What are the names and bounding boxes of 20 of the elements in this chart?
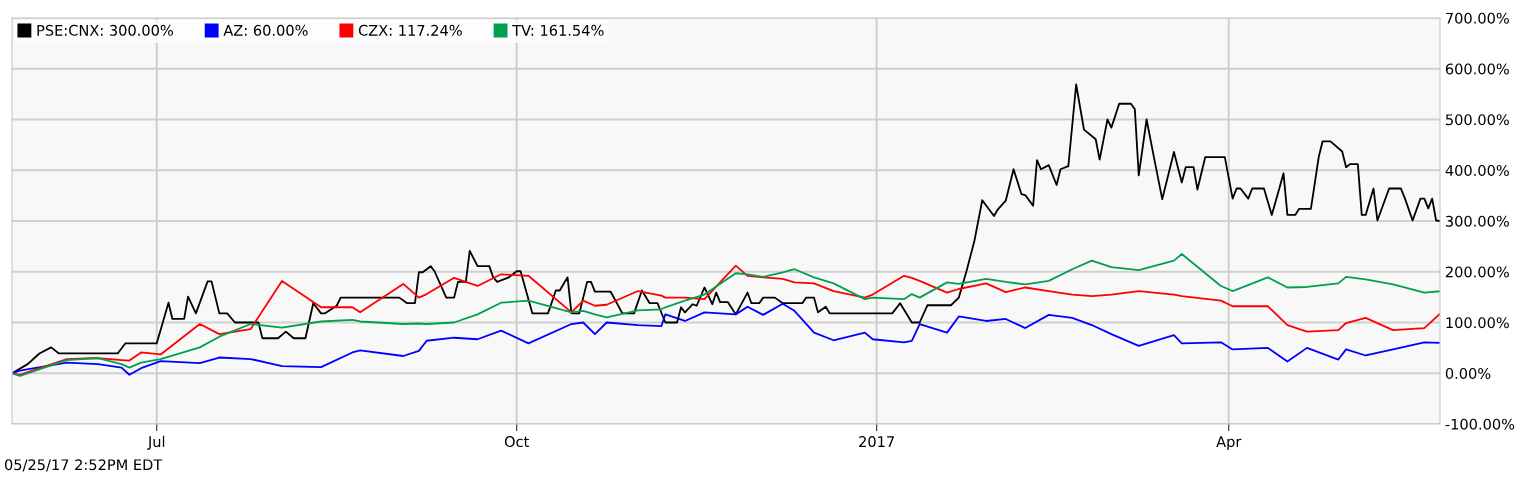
- y-tick-label: 100.00%: [1446, 317, 1509, 329]
- x-tick-label: Apr: [1216, 436, 1242, 450]
- legend-label: CZX: 117.24%: [358, 24, 462, 36]
- y-tick-label: -100.00%: [1445, 418, 1515, 430]
- y-tick-label: 600.00%: [1445, 63, 1509, 75]
- line-series: [12, 83, 1440, 375]
- legend-label: PSE:CNX: 300.00%: [37, 24, 173, 36]
- legend-label: TV: 161.54%: [512, 24, 604, 36]
- y-tick-label: 300.00%: [1445, 215, 1509, 227]
- line-series: [12, 302, 1440, 376]
- y-tick-label: 400.00%: [1445, 164, 1509, 176]
- x-tick-label: 2017: [859, 436, 894, 448]
- y-tick-label: 500.00%: [1445, 114, 1509, 126]
- y-tick-label: 0.00%: [1445, 367, 1491, 379]
- y-tick-label: 200.00%: [1445, 266, 1509, 278]
- text: 05/25/17 2:52PM EDT: [4, 459, 163, 472]
- y-tick-label: 700.00%: [1446, 12, 1509, 24]
- x-tick-label: Oct: [504, 436, 529, 448]
- legend-label: AZ: 60.00%: [223, 24, 308, 36]
- x-tick-label: Jul: [147, 435, 165, 450]
